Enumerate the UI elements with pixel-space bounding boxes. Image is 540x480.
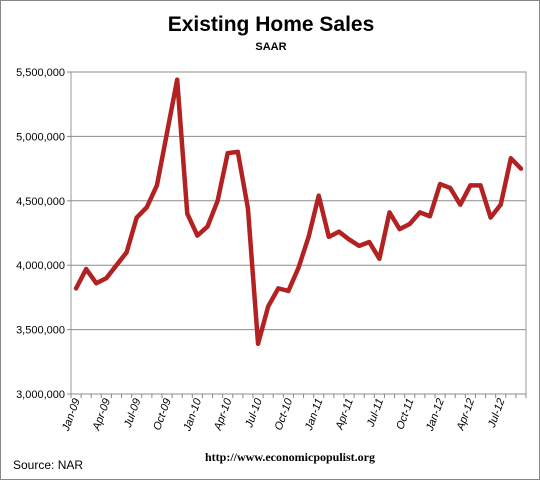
data-point — [134, 215, 139, 220]
x-tick-label: Jan-12 — [424, 397, 447, 434]
x-axis-ticks: Jan-09 Apr-09 Jul-09 Oct-09 Jan-10 Apr-10 Jul-… — [60, 394, 527, 434]
data-point — [387, 210, 392, 215]
data-point — [448, 185, 453, 190]
x-tick-label: Jul-10 — [243, 396, 265, 430]
x-tick-label: Apr-12 — [454, 397, 477, 433]
data-point — [468, 183, 473, 188]
y-tick-label: 3,000,000 — [16, 389, 65, 401]
x-tick-label: Jul-09 — [122, 397, 144, 430]
website-url: http://www.economicpopulist.org — [205, 450, 376, 464]
data-point — [205, 224, 210, 229]
plot-area-border — [70, 71, 527, 395]
data-point — [518, 166, 523, 171]
data-point — [266, 304, 271, 309]
data-point — [225, 151, 230, 156]
data-point — [478, 183, 483, 188]
source-note: Source: NAR — [13, 458, 84, 472]
data-point — [215, 198, 220, 203]
data-point — [94, 281, 99, 286]
data-point — [407, 221, 412, 226]
x-tick-label: Oct-11 — [394, 397, 416, 431]
chart-title: Existing Home Sales — [167, 13, 375, 36]
data-point — [104, 276, 109, 281]
data-point — [417, 210, 422, 215]
y-tick-label: 3,500,000 — [16, 325, 65, 337]
data-point — [74, 286, 79, 291]
data-point — [235, 149, 240, 154]
data-point — [347, 237, 352, 242]
x-tick-label: Jan-11 — [303, 397, 326, 433]
series-line — [73, 77, 524, 347]
y-tick-label: 4,000,000 — [16, 260, 65, 272]
data-point — [124, 250, 129, 255]
data-point — [175, 77, 180, 82]
x-tick-label: Jan-09 — [60, 397, 83, 434]
data-point — [367, 240, 372, 245]
data-point — [438, 182, 443, 187]
data-point — [488, 215, 493, 220]
data-point — [427, 214, 432, 219]
data-point — [165, 130, 170, 135]
data-point — [357, 243, 362, 248]
data-point — [114, 263, 119, 268]
data-point — [195, 233, 200, 238]
data-point — [154, 183, 159, 188]
data-point — [377, 256, 382, 261]
y-tick-label: 4,500,000 — [16, 196, 65, 208]
data-point — [144, 205, 149, 210]
x-tick-label: Apr-10 — [212, 396, 235, 433]
data-point — [84, 267, 89, 272]
y-tick-label: 5,500,000 — [16, 67, 65, 79]
x-tick-label: Jul-11 — [365, 397, 387, 429]
chart-subtitle: SAAR — [255, 41, 287, 53]
data-point — [397, 227, 402, 232]
data-point — [306, 234, 311, 239]
data-point — [286, 288, 291, 293]
x-tick-label: Apr-09 — [90, 397, 113, 433]
series-layer — [73, 77, 524, 347]
data-point — [256, 341, 261, 346]
data-point — [296, 265, 301, 270]
y-axis-ticks: 3,000,000 3,500,000 4,000,000 4,500,000 5,00… — [16, 67, 71, 401]
x-tick-label: Apr-11 — [333, 397, 356, 432]
data-point — [326, 234, 331, 239]
data-point — [336, 229, 341, 234]
x-tick-label: Oct-10 — [273, 396, 296, 432]
data-point — [508, 156, 513, 161]
y-tick-label: 5,000,000 — [16, 131, 65, 143]
data-point — [245, 206, 250, 211]
x-tick-label: Jul-12 — [486, 397, 508, 430]
data-point — [185, 211, 190, 216]
data-point — [458, 202, 463, 207]
grid-lines — [71, 71, 526, 395]
x-tick-label: Jan-10 — [181, 396, 204, 433]
data-point — [276, 286, 281, 291]
data-point — [316, 193, 321, 198]
x-tick-label: Oct-09 — [151, 397, 174, 432]
data-point — [498, 202, 503, 207]
